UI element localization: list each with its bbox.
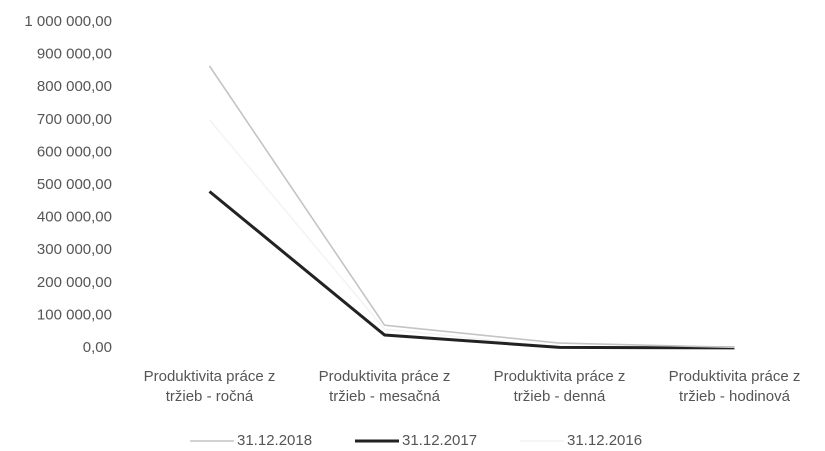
y-tick-label: 500 000,00 <box>37 176 112 193</box>
y-tick-label: 1 000 000,00 <box>24 13 112 30</box>
y-tick-label: 300 000,00 <box>37 241 112 258</box>
y-tick-label: 400 000,00 <box>37 209 112 226</box>
series-line <box>208 65 735 349</box>
x-tick-label: Produktivita práce z tržieb - mesačná <box>318 368 451 405</box>
legend-label: 31.12.2017 <box>402 432 477 449</box>
series-line <box>208 119 735 349</box>
y-tick-label: 700 000,00 <box>37 111 112 128</box>
legend-label: 31.12.2016 <box>567 432 642 449</box>
y-tick-label: 600 000,00 <box>37 143 112 160</box>
y-tick-label: 800 000,00 <box>37 78 112 95</box>
legend-label: 31.12.2018 <box>237 432 312 449</box>
y-tick-label: 0,00 <box>83 339 112 356</box>
series-line <box>208 190 735 350</box>
y-tick-label: 200 000,00 <box>37 274 112 291</box>
y-tick-label: 100 000,00 <box>37 306 112 323</box>
x-tick-label: Produktivita práce z tržieb - denná <box>493 368 626 405</box>
x-tick-label: Produktivita práce z tržieb - hodinová <box>668 368 801 405</box>
x-tick-label: Produktivita práce z tržieb - ročná <box>143 368 276 405</box>
y-tick-label: 900 000,00 <box>37 46 112 63</box>
